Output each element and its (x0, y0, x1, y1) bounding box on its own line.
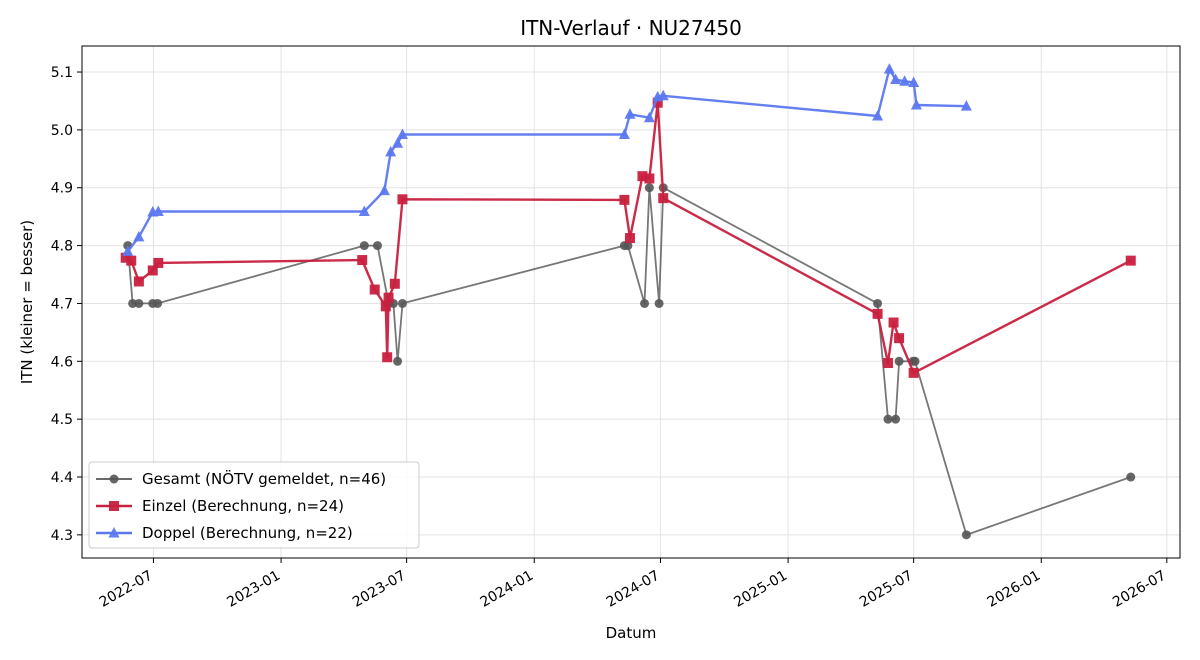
doppel-point (643, 111, 655, 123)
gesamt-point (644, 183, 654, 193)
gesamt-point (640, 298, 650, 308)
y-axis-label: ITN (kleiner = besser) (18, 220, 36, 384)
einzel-point (658, 193, 669, 204)
y-tick-label: 4.5 (51, 412, 73, 428)
einzel-point (894, 333, 905, 344)
einzel-point (382, 352, 393, 363)
series-layer (120, 63, 1136, 540)
legend-marker (109, 501, 119, 511)
doppel-point (618, 128, 630, 140)
doppel-point (960, 100, 972, 111)
doppel-point (890, 73, 902, 85)
plot-frame (81, 45, 1181, 559)
einzel-point (147, 265, 158, 276)
legend-entry-doppel: Doppel (Berechnung, n=22) (142, 524, 353, 542)
doppel-point (392, 137, 404, 148)
gesamt-point (910, 356, 920, 366)
gesamt-point (128, 298, 138, 308)
einzel-point (380, 301, 391, 312)
doppel-point (358, 205, 370, 216)
doppel-point (899, 75, 911, 86)
gesamt-point (961, 530, 971, 540)
gesamt-point (397, 298, 407, 308)
einzel-point (882, 358, 893, 369)
gesamt-point (372, 241, 382, 251)
einzel-point (908, 367, 919, 378)
einzel-point (153, 257, 164, 268)
einzel-point (644, 173, 655, 184)
gesamt-point (153, 298, 163, 308)
einzel-point (872, 308, 883, 319)
gesamt-point (1126, 472, 1136, 482)
gesamt-point (134, 298, 144, 308)
series-group (120, 97, 1136, 378)
doppel-point (385, 145, 397, 157)
einzel-point (652, 97, 663, 108)
einzel-point (888, 317, 899, 328)
einzel-point (389, 278, 400, 289)
doppel-point (883, 63, 895, 74)
gesamt-point (623, 241, 633, 251)
series-group (122, 63, 972, 256)
doppel-point (872, 110, 884, 121)
doppel-point (152, 205, 164, 216)
y-tick-label: 4.4 (51, 470, 73, 486)
y-tick-label: 4.3 (51, 528, 73, 544)
doppel-point (624, 108, 636, 119)
doppel-point (378, 184, 390, 196)
gesamt-point (891, 414, 901, 424)
legend-entry-gesamt: Gesamt (NÖTV gemeldet, n=46) (142, 469, 386, 488)
gesamt-point (359, 241, 369, 251)
einzel-point (133, 276, 144, 287)
einzel-point (1125, 255, 1136, 266)
einzel-point (126, 255, 137, 266)
y-tick-label: 4.6 (51, 354, 73, 370)
legend: Gesamt (NÖTV gemeldet, n=46) Einzel (Bere… (88, 461, 420, 549)
einzel-point (624, 233, 635, 244)
x-axis-label: Datum (606, 624, 657, 642)
y-tick-label: 4.8 (51, 239, 73, 255)
einzel-point (637, 171, 648, 182)
einzel-point (397, 194, 408, 205)
gesamt-point (873, 298, 883, 308)
gesamt-point (894, 356, 904, 366)
gesamt-point (883, 414, 893, 424)
series-group (123, 183, 1136, 540)
einzel-point (619, 194, 630, 205)
doppel-point (122, 245, 134, 256)
legend-box (88, 461, 420, 549)
einzel-point (369, 284, 380, 295)
y-tick-label: 4.7 (51, 296, 73, 312)
einzel-point (120, 252, 131, 263)
gesamt-point (393, 356, 403, 366)
doppel-point (910, 99, 922, 110)
einzel-point (357, 255, 368, 266)
doppel-point (396, 128, 408, 140)
doppel-point (657, 89, 669, 101)
y-tick-label: 5.0 (51, 123, 73, 139)
legend-entry-einzel: Einzel (Berechnung, n=24) (142, 497, 344, 515)
y-tick-label: 5.1 (51, 65, 73, 81)
einzel-point (383, 292, 394, 303)
legend-marker (108, 527, 120, 538)
y-tick-label: 4.9 (51, 181, 73, 197)
doppel-point (133, 230, 145, 242)
chart-title: ITN-Verlauf · NU27450 (520, 16, 742, 40)
doppel-point (908, 76, 920, 87)
gesamt-point (654, 298, 664, 308)
legend-marker (109, 474, 119, 484)
